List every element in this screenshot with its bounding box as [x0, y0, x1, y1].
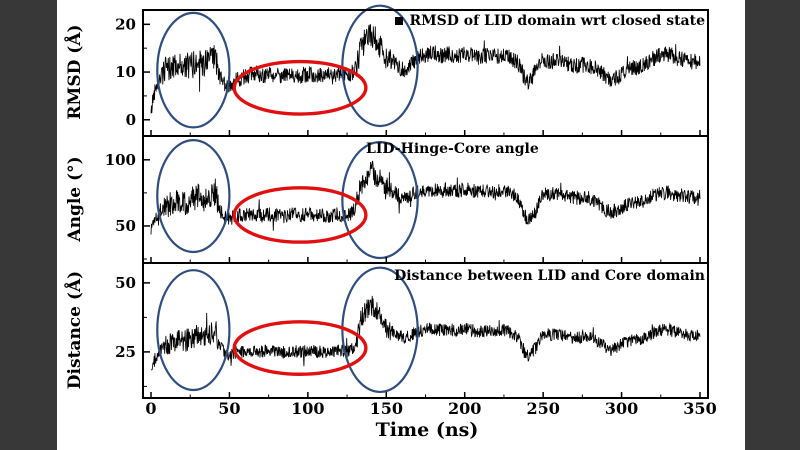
tick-label: 50: [115, 217, 136, 235]
blue-ellipse-transition-rmsd: [341, 4, 419, 128]
letterbox-right: [745, 0, 800, 450]
tick-label: 300: [605, 399, 638, 418]
panel-border: [142, 9, 709, 137]
red-ellipse-stable-distance: [232, 320, 368, 376]
tick-label: 100: [291, 399, 324, 418]
tick-label: 20: [115, 15, 136, 33]
blue-ellipse-early-rmsd: [156, 11, 231, 129]
blue-ellipse-early-distance: [156, 269, 231, 392]
tick-label: 100: [105, 151, 136, 169]
panel-border: [142, 262, 709, 399]
tick-label: 250: [526, 399, 559, 418]
red-ellipse-stable-rmsd: [232, 59, 368, 116]
tick-label: 0: [145, 399, 156, 418]
tick-label: 150: [370, 399, 403, 418]
tick-label: 350: [683, 399, 716, 418]
blue-ellipse-transition-angle: [341, 140, 419, 260]
trace-rmsd: [150, 24, 701, 114]
tick-label: 50: [218, 399, 240, 418]
blue-ellipse-early-angle: [156, 139, 231, 254]
red-ellipse-stable-angle: [232, 186, 368, 244]
tick-label: 10: [115, 63, 136, 81]
tick-label: 50: [115, 274, 136, 292]
tick-label: 200: [448, 399, 481, 418]
tick-label: 25: [115, 343, 136, 361]
blue-ellipse-transition-distance: [341, 266, 419, 394]
letterbox-left: [0, 0, 57, 450]
trace-distance: [151, 295, 701, 371]
panel-border: [142, 135, 709, 264]
trace-angle: [150, 160, 701, 235]
tick-label: 0: [126, 111, 136, 129]
